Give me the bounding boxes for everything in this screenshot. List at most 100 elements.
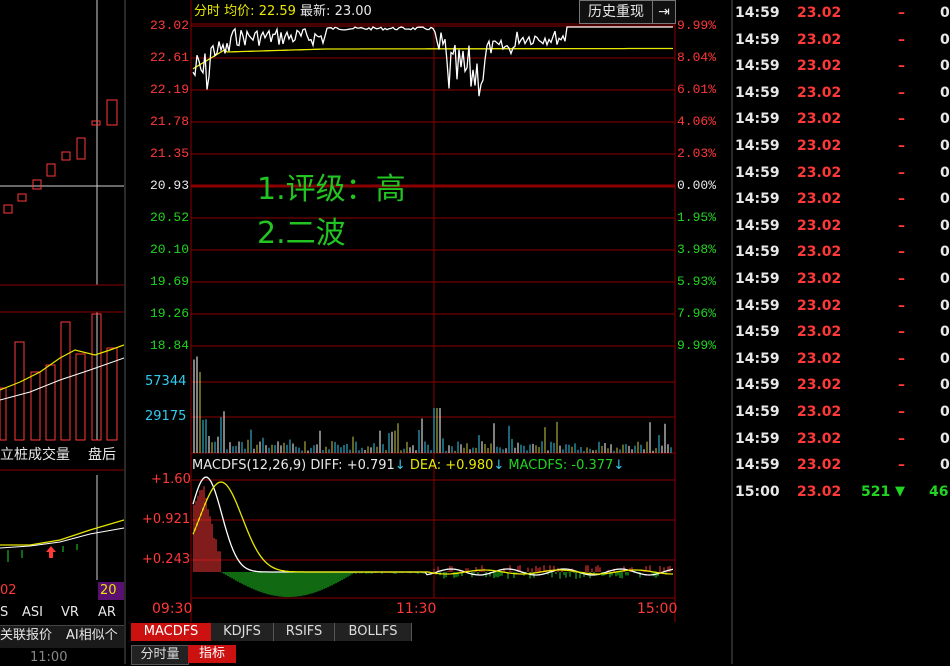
tick-row[interactable]: 14:59 23.02 – 0: [733, 372, 950, 398]
price-tick-label: 21.78: [150, 114, 190, 129]
tab-rsifs[interactable]: RSIFS: [274, 623, 335, 641]
volume-axis-mid: 29175: [145, 409, 187, 424]
tick-time: 14:59: [735, 5, 780, 21]
index-tab-vr[interactable]: VR: [61, 605, 79, 620]
tick-row[interactable]: 14:59 23.02 – 0: [733, 399, 950, 425]
annotation-line-1: 1.评级：高: [257, 172, 406, 207]
tick-price: 23.02: [797, 457, 842, 474]
down-arrow-icon: ▼: [895, 483, 905, 499]
tick-volume: –: [898, 217, 905, 234]
index-tab-ar[interactable]: AR: [98, 605, 116, 620]
index-tab-s[interactable]: S: [0, 605, 9, 620]
tick-row[interactable]: 14:59 23.02 – 0: [733, 452, 950, 478]
tick-row[interactable]: 14:59 23.02 – 0: [733, 80, 950, 106]
tab-macdfs[interactable]: MACDFS: [131, 623, 211, 641]
related-quote-tab[interactable]: 关联报价: [0, 628, 53, 643]
tick-price: 23.02: [797, 377, 842, 394]
tick-row[interactable]: 14:59 23.02 – 0: [733, 53, 950, 79]
tick-row[interactable]: 14:59 23.02 – 0: [733, 160, 950, 186]
left-after-hours-tab[interactable]: 盘后: [88, 447, 116, 463]
tick-time: 14:59: [735, 324, 780, 341]
time-label-close: 15:00: [637, 601, 678, 617]
tick-price: 23.02: [797, 111, 842, 128]
tab-bollfs[interactable]: BOLLFS: [335, 623, 412, 641]
price-tick-label: 21.35: [150, 146, 190, 161]
tab-indicator[interactable]: 指标: [188, 645, 236, 663]
tick-time: 14:59: [735, 271, 780, 287]
tick-volume: –: [898, 58, 905, 75]
tick-volume: –: [898, 297, 905, 314]
tab-kdjfs[interactable]: KDJFS: [211, 623, 274, 641]
macd-axis-mid: +0.921: [142, 512, 191, 527]
tick-price: 23.02: [797, 31, 842, 48]
tick-extra: 0: [940, 404, 950, 420]
tick-row[interactable]: 14:59 23.02 – 0: [733, 0, 950, 26]
tick-time: 14:59: [735, 404, 780, 420]
tick-time: 14:59: [735, 84, 780, 101]
macdfs-label: MACDFS:: [508, 458, 568, 473]
tick-row[interactable]: 14:59 23.02 – 0: [733, 426, 950, 452]
dea-line: [192, 481, 673, 575]
tick-extra: 0: [940, 324, 950, 341]
percent-tick-label: 9.99%: [677, 18, 717, 33]
tick-extra: 0: [940, 297, 950, 314]
left-date-fragment: 02: [0, 583, 17, 598]
tick-extra: 0: [940, 191, 950, 208]
tick-row[interactable]: 14:59 23.02 – 0: [733, 319, 950, 345]
exit-arrow-icon[interactable]: ⇥: [652, 0, 676, 24]
tick-row[interactable]: 14:59 23.02 – 0: [733, 213, 950, 239]
diff-down-icon: ↓: [394, 458, 406, 473]
tick-time: 14:59: [735, 297, 780, 314]
tick-row[interactable]: 14:59 23.02 – 0: [733, 106, 950, 132]
tick-time: 14:59: [735, 244, 780, 261]
left-volume-tab[interactable]: 立桩成交量: [0, 447, 70, 463]
last-label: 最新:: [300, 4, 331, 19]
tick-volume: –: [898, 191, 905, 208]
tick-row[interactable]: 14:59 23.02 – 0: [733, 346, 950, 372]
tick-row[interactable]: 14:59 23.02 – 0: [733, 266, 950, 292]
dea-down-icon: ↓: [493, 458, 505, 473]
tick-row[interactable]: 14:59 23.02 – 0: [733, 27, 950, 53]
ai-similar-tab[interactable]: AI相似个: [66, 628, 118, 643]
tick-volume: –: [898, 457, 905, 474]
tick-volume: –: [898, 430, 905, 447]
percent-tick-label: 5.93%: [677, 274, 717, 289]
tab-intraday-volume[interactable]: 分时量: [131, 645, 189, 665]
annotation-text: 1.评级：高 2.二波: [257, 168, 406, 256]
tick-row[interactable]: 14:59 23.02 – 0: [733, 239, 950, 265]
volume-axis-top: 57344: [145, 374, 187, 389]
tick-time: 14:59: [735, 350, 780, 367]
diff-label: DIFF:: [310, 458, 343, 473]
left-time-fragment: 11:00: [30, 650, 68, 665]
tick-volume: –: [898, 271, 905, 287]
percent-tick-label: 8.04%: [677, 50, 717, 65]
intraday-chart-svg: [190, 0, 676, 622]
tick-row[interactable]: 14:59 23.02 – 0: [733, 186, 950, 212]
dea-label: DEA:: [409, 458, 442, 473]
tick-price: 23.02: [797, 217, 842, 234]
time-label-open: 09:30: [152, 601, 193, 617]
tick-row[interactable]: 14:59 23.02 – 0: [733, 293, 950, 319]
tick-time: 14:59: [735, 191, 780, 208]
tick-extra: 0: [940, 430, 950, 447]
tick-row[interactable]: 15:00 23.02 521 ▼ 46: [733, 479, 950, 505]
tick-volume: –: [898, 84, 905, 101]
tick-row[interactable]: 14:59 23.02 – 0: [733, 133, 950, 159]
macdfs-down-icon: ↓: [613, 458, 625, 473]
chart-header: 分时 均价: 22.59 最新: 23.00: [194, 4, 372, 20]
last-value: 23.00: [334, 4, 372, 19]
intraday-chart[interactable]: 分时 均价: 22.59 最新: 23.00 历史重现 ⇥ 23.02 22.61…: [126, 0, 733, 665]
tick-time: 14:59: [735, 457, 780, 474]
index-tab-asi[interactable]: ASI: [22, 605, 43, 620]
history-replay-button[interactable]: 历史重现: [579, 0, 653, 24]
annotation-line-2: 2.二波: [257, 216, 346, 251]
tick-extra: 0: [940, 84, 950, 101]
tick-time: 14:59: [735, 217, 780, 234]
tick-price: 23.02: [797, 350, 842, 367]
panel-separator: [124, 0, 126, 664]
price-tick-label: 22.19: [150, 82, 190, 97]
tick-price: 23.02: [797, 5, 842, 21]
tick-time: 14:59: [735, 58, 780, 75]
tick-extra: 0: [940, 138, 950, 154]
tick-time: 14:59: [735, 430, 780, 447]
